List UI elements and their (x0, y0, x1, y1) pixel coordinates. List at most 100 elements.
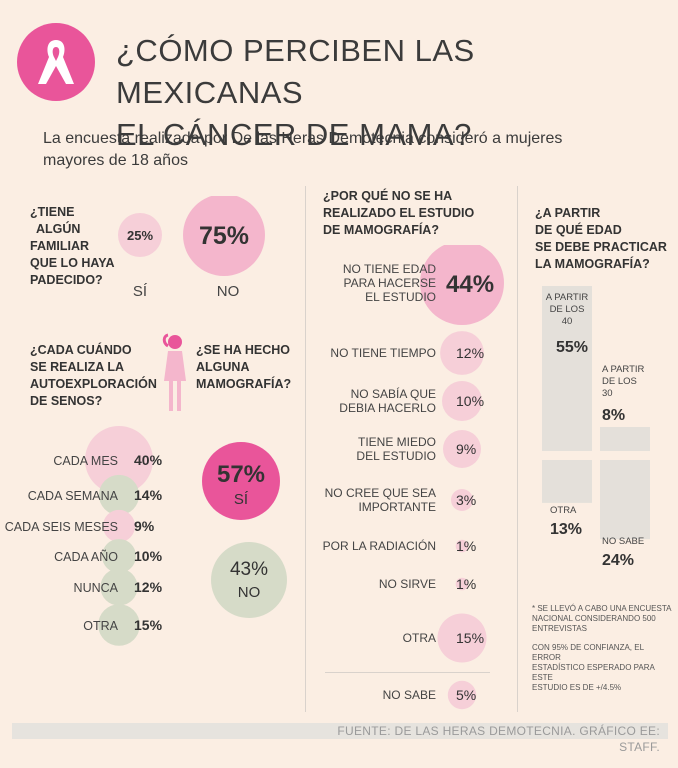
por-que-category-label: OTRA (403, 631, 436, 645)
note-line: ENTREVISTAS (532, 624, 587, 633)
autoexploracion-category-label: CADA AÑO (54, 550, 118, 564)
autoexploracion-category-label: CADA MES (53, 454, 118, 468)
note-2: CON 95% DE CONFIANZA, EL ERROR ESTADÍSTI… (532, 643, 672, 693)
por-que-value-label: 1% (456, 538, 476, 554)
por-que-value-label: 3% (456, 492, 476, 508)
edad-value-label: 24% (602, 552, 634, 569)
autoexploracion-value-label: 15% (134, 617, 163, 633)
edad-value-label: 8% (602, 407, 625, 424)
q-line: DE SENOS? (30, 394, 103, 408)
por-que-value-label: 10% (456, 393, 484, 409)
q-line: PADECIDO? (30, 273, 103, 287)
edad-category-label: 40 (562, 316, 573, 327)
autoexploracion-bubble (100, 568, 138, 606)
familiar-chart: 25% 75% SÍ NO (118, 196, 265, 300)
mamografia-no-value: 43% (230, 559, 268, 580)
autoexploracion-bubble (98, 474, 140, 516)
por-que-bubble (455, 539, 469, 553)
q-line: SE REALIZA LA (30, 360, 124, 374)
note-line: ESTUDIO ES DE +/4.5% (532, 683, 622, 692)
por-que-bubble (447, 680, 477, 710)
por-que-category-label: DEBIA HACERLO (339, 401, 436, 415)
note-line: * SE LLEVÓ A CABO UNA ENCUESTA (532, 604, 672, 613)
familiar-yes-label: SÍ (133, 283, 148, 300)
por-que-bubble (443, 430, 481, 468)
edad-bar (542, 460, 592, 503)
autoexploracion-category-label: OTRA (83, 619, 118, 633)
q-line: LA MAMOGRAFÍA? (535, 257, 650, 271)
familiar-no-label: NO (217, 283, 240, 300)
por-que-category-label: NO SIRVE (379, 577, 436, 591)
edad-category-label: DE LOS (602, 376, 637, 387)
note-line: NACIONAL CONSIDERANDO 500 (532, 614, 656, 623)
por-que-category-label: DEL ESTUDIO (356, 449, 436, 463)
q-line: ¿CADA CUÁNDO (30, 343, 132, 357)
autoexploracion-chart: CADA MES 40% CADA SEMANA 14% CADA SEIS MESES… (5, 426, 163, 646)
por-que-bubble (440, 331, 484, 375)
por-que-category-label: POR LA RADIACIÓN (323, 538, 436, 553)
por-que-category-label: NO TIENE EDAD (343, 262, 436, 276)
column-divider-1 (305, 186, 306, 712)
title-line-1: ¿CÓMO PERCIBEN LAS MEXICANAS (116, 33, 475, 110)
mamografia-yes-bubble (202, 442, 280, 520)
por-que-category-label: EL ESTUDIO (365, 290, 436, 304)
por-que-category-label: NO TIENE TIEMPO (330, 346, 436, 360)
por-que-category-label: TIENE MIEDO (358, 435, 436, 449)
por-que-category-label: NO SABÍA QUE (351, 386, 436, 401)
familiar-yes-bubble (118, 213, 162, 257)
subtitle: La encuesta realizada por De las Heras D… (43, 128, 643, 172)
q-line: SE DEBE PRACTICAR (535, 240, 667, 254)
por-que-category-label: NO SABE (383, 688, 436, 702)
mamografia-no-bubble (211, 542, 287, 618)
edad-category-label: OTRA (550, 505, 577, 516)
edad-category-label: NO SABE (602, 536, 644, 547)
title-line-2: EL CÁNCER DE MAMA? (116, 117, 472, 152)
por-que-question: ¿POR QUÉ NO SE HA REALIZADO EL ESTUDIO D… (323, 188, 474, 239)
por-que-bubble (420, 245, 504, 325)
autoexploracion-bubble (102, 509, 136, 543)
edad-bar (542, 286, 592, 451)
q-line: ALGUNA (196, 360, 250, 374)
q-line: REALIZADO EL ESTUDIO (323, 206, 475, 220)
autoexploracion-bubble (85, 426, 153, 494)
por-que-value-label: 12% (456, 345, 484, 361)
autoexploracion-category-label: CADA SEIS MESES (5, 520, 118, 534)
q-line: QUE LO HAYA (30, 256, 115, 270)
q-line: DE QUÉ EDAD (535, 223, 622, 237)
page-title: ¿CÓMO PERCIBEN LAS MEXICANAS EL CÁNCER D… (116, 30, 656, 156)
autoexploracion-value-label: 12% (134, 579, 163, 595)
autoexploracion-value-label: 14% (134, 487, 163, 503)
edad-value-label: 13% (550, 521, 582, 538)
familiar-yes-value: 25% (127, 228, 153, 243)
q-line: FAMILIAR (30, 239, 90, 253)
familiar-no-bubble (183, 196, 265, 276)
q-line: DE MAMOGRAFÍA? (323, 223, 439, 237)
mamografia-question: ¿SE HA HECHO ALGUNA MAMOGRAFÍA? (196, 342, 291, 393)
familiar-question: ¿TIENE ALGÚN FAMILIAR QUE LO HAYA PADECI… (30, 204, 115, 289)
por-que-category-label: IMPORTANTE (358, 500, 436, 514)
edad-bar (600, 460, 650, 540)
subtitle-line-1: La encuesta realizada por De las Heras D… (43, 130, 563, 147)
edad-category-label: DE LOS (550, 304, 585, 315)
autoexploracion-category-label: NUNCA (74, 581, 119, 595)
footer-source: FUENTE: DE LAS HERAS DEMOTECNIA. GRÁFICO… (337, 724, 660, 754)
q-line: ¿POR QUÉ NO SE HA (323, 189, 453, 203)
row-divider (325, 672, 490, 673)
por-que-category-label: PARA HACERSE (344, 276, 436, 290)
por-que-value-label: 5% (456, 687, 476, 703)
mamografia-chart: 57% SÍ 43% NO (202, 442, 287, 618)
column-divider-2 (517, 186, 518, 712)
autoexploracion-value-label: 9% (134, 518, 155, 534)
q-line: ALGÚN (36, 222, 81, 236)
por-que-bubble (437, 613, 487, 663)
woman-figure-icon (162, 333, 186, 411)
edad-category-label: A PARTIR (546, 292, 589, 303)
q-line: ¿SE HA HECHO (196, 343, 290, 357)
note-line: ESTADÍSTICO ESPERADO PARA ESTE (532, 663, 655, 682)
note-line: CON 95% DE CONFIANZA, EL ERROR (532, 643, 644, 662)
edad-category-label: A PARTIR (602, 364, 645, 375)
edad-bar (600, 427, 650, 451)
por-que-value-label: 9% (456, 441, 476, 457)
